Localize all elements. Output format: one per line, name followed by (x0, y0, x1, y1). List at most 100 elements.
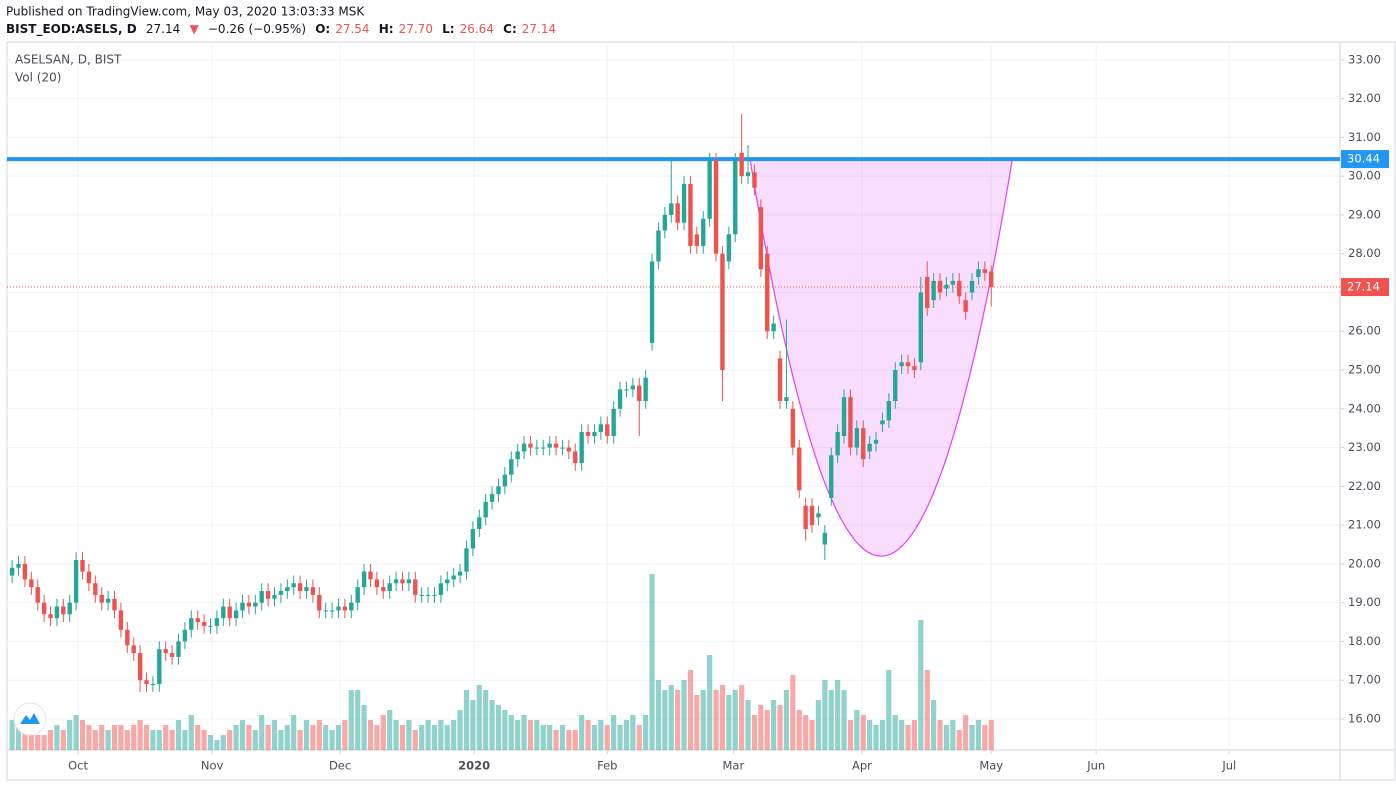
candle-body (765, 253, 770, 332)
volume-bar (412, 730, 418, 750)
volume-bar (150, 730, 156, 750)
volume-bar (604, 725, 610, 750)
candle-body (176, 641, 181, 657)
volume-bar (41, 735, 47, 750)
candle-body (419, 594, 424, 596)
candle-body (208, 625, 213, 627)
candle-body (662, 214, 668, 231)
y-tick-label: 25.00 (1348, 363, 1381, 377)
volume-bar (227, 730, 233, 750)
volume-bar (271, 720, 278, 750)
volume-bar (918, 620, 924, 750)
volume-bar (764, 710, 770, 750)
volume-bar (28, 730, 34, 750)
candle-body (726, 234, 732, 262)
volume-bar (591, 725, 598, 750)
y-tick-label: 29.00 (1348, 207, 1381, 221)
volume-bar (611, 715, 617, 750)
candle-body (528, 443, 533, 448)
candle-body (272, 594, 277, 599)
x-tick-label: Oct (68, 759, 88, 773)
volume-bar (707, 655, 713, 750)
candle-body (489, 494, 495, 502)
volume-bar (790, 675, 796, 750)
candle-body (950, 280, 956, 285)
y-tick-label: 18.00 (1348, 634, 1381, 648)
volume-bar (873, 725, 879, 750)
volume-bar (687, 670, 694, 750)
candle-body (982, 269, 988, 274)
volume-bar (675, 690, 681, 750)
y-tick-label: 22.00 (1348, 479, 1381, 493)
tradingview-logo[interactable] (13, 702, 47, 736)
candle-body (509, 459, 514, 475)
candle-body (688, 183, 693, 246)
volume-bar (508, 715, 514, 750)
candle-body (195, 618, 200, 623)
candle-body (310, 587, 316, 595)
logo-circle[interactable] (13, 702, 47, 736)
candle-body (29, 579, 34, 588)
volume-bar (99, 725, 105, 750)
logo-mark[interactable] (20, 713, 40, 724)
candle-body (886, 401, 892, 421)
last-price-tag (1341, 278, 1389, 297)
volume-bar (355, 690, 361, 750)
candle-body (566, 447, 572, 452)
candle-body (784, 397, 789, 402)
volume-bar (425, 720, 431, 750)
candle-body (265, 591, 271, 599)
candle-body (41, 602, 47, 615)
volume-bar (598, 720, 604, 750)
volume-bar (815, 700, 822, 750)
candle-layer (9, 114, 994, 692)
volume-bar (451, 720, 457, 750)
volume-bar (623, 720, 630, 750)
volume-bar (233, 725, 239, 750)
candle-body (649, 261, 655, 343)
volume-bar (470, 700, 476, 750)
volume-bar (739, 685, 745, 750)
volume-bar (950, 720, 956, 750)
volume-bar (527, 720, 534, 750)
legend-title: ASELSAN, D, BIST (15, 53, 122, 67)
candle-body (16, 563, 21, 568)
volume-bar (335, 725, 342, 750)
candle-body (675, 203, 680, 223)
volume-bar (879, 720, 886, 750)
volume-bar (662, 690, 668, 750)
volume-bar (73, 715, 79, 750)
volume-bar (982, 725, 988, 750)
y-tick-label: 24.00 (1348, 401, 1381, 415)
y-tick-label: 31.00 (1348, 130, 1381, 144)
volume-bar (521, 715, 527, 750)
candle-body (349, 602, 354, 611)
volume-bar (156, 730, 162, 750)
volume-bar (22, 730, 28, 750)
published-note: Published on TradingView.com, May 03, 20… (6, 5, 365, 19)
candle-body (656, 230, 661, 262)
candle-body (681, 183, 687, 223)
candle-body (624, 389, 629, 391)
volume-bar (847, 720, 854, 750)
candle-body (771, 323, 776, 332)
candle-body (733, 160, 738, 235)
close-value: 27.14 (522, 22, 556, 36)
open-value: 27.54 (335, 22, 369, 36)
open-label: O: (315, 22, 330, 36)
volume-bar (316, 720, 322, 750)
volume-bar (963, 715, 969, 750)
candle-body (413, 579, 418, 595)
candle-body (560, 447, 565, 449)
candle-body (547, 443, 552, 448)
candle-body (720, 253, 725, 371)
volume-bar (92, 730, 98, 750)
x-tick-label: Jun (1086, 759, 1105, 773)
candle-body (54, 606, 60, 619)
volume-bar (259, 715, 265, 750)
y-tick-label: 30.00 (1348, 169, 1381, 183)
candle-body (598, 424, 604, 433)
candle-body (630, 385, 636, 390)
